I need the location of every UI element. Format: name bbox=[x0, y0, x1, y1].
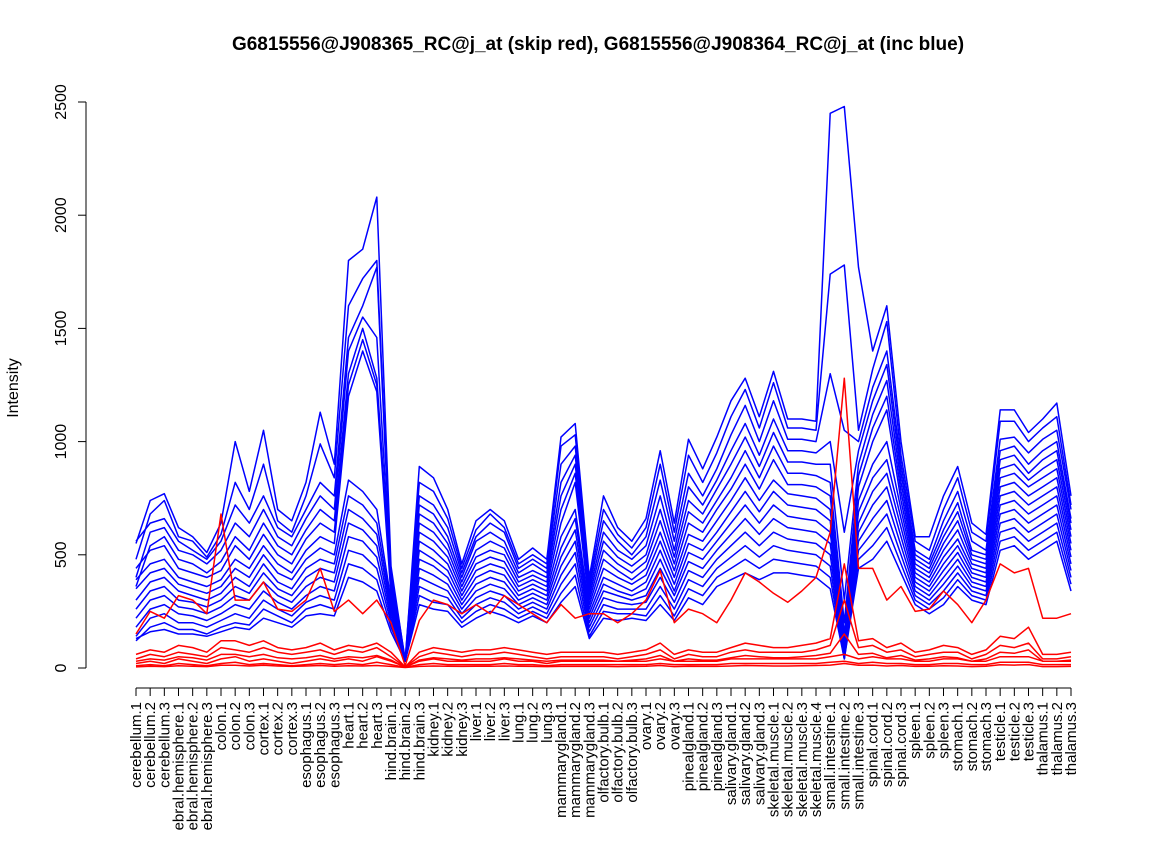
x-tick-label: skeletal.muscle.1 bbox=[766, 702, 783, 817]
x-tick-label: spinal.cord.2 bbox=[879, 702, 896, 787]
x-tick-label: stomach.1 bbox=[950, 702, 967, 771]
x-tick-label: lung.3 bbox=[539, 702, 556, 743]
x-tick-label: stomach.2 bbox=[964, 702, 981, 771]
x-tick-label: cortex.1 bbox=[256, 702, 273, 755]
x-tick-label: hind.brain.2 bbox=[397, 702, 414, 780]
x-tick-label: heart.1 bbox=[341, 702, 358, 749]
x-tick-label: ovary.1 bbox=[638, 702, 655, 750]
series-line-skip-20 bbox=[135, 633, 1072, 669]
series-line-skip-18 bbox=[135, 599, 1072, 668]
x-tick-label: cerebellum.2 bbox=[142, 702, 159, 788]
x-tick-label: mammarygland.3 bbox=[581, 702, 598, 818]
x-tick-label: kidney.3 bbox=[454, 702, 471, 757]
x-tick-label: olfactory.bulb.2 bbox=[610, 702, 627, 803]
series-line-inc-7 bbox=[135, 440, 1072, 662]
series-line-inc-4 bbox=[135, 327, 1072, 662]
x-tick-label: ebral.hemisphere.2 bbox=[185, 702, 202, 830]
x-tick-label: ovary.2 bbox=[652, 702, 669, 750]
x-tick-label: mammarygland.1 bbox=[553, 702, 570, 818]
x-tick-label: pinealgland.2 bbox=[695, 702, 712, 791]
series-line-inc-2 bbox=[135, 266, 1072, 662]
x-tick-label: thalamus.3 bbox=[1063, 702, 1080, 775]
series-line-inc-1 bbox=[135, 259, 1072, 660]
series-line-inc-13 bbox=[135, 526, 1072, 662]
x-tick-label: skeletal.muscle.4 bbox=[808, 702, 825, 817]
x-tick-label: skeletal.muscle.2 bbox=[780, 702, 797, 817]
series-line-inc-8 bbox=[135, 458, 1072, 662]
y-axis-label: Intensity bbox=[5, 358, 22, 418]
x-tick-label: pinealgland.3 bbox=[709, 702, 726, 791]
x-tick-label: testicle.3 bbox=[1021, 702, 1038, 761]
x-tick-label: cerebellum.1 bbox=[128, 702, 145, 788]
y-tick-label: 2000 bbox=[53, 197, 70, 233]
x-tick-label: olfactory.bulb.1 bbox=[596, 702, 613, 803]
x-tick-label: liver.1 bbox=[468, 702, 485, 741]
x-tick-label: lung.1 bbox=[511, 702, 528, 743]
x-tick-label: spleen.2 bbox=[921, 702, 938, 759]
x-tick-label: cortex.3 bbox=[284, 702, 301, 755]
x-tick-label: liver.2 bbox=[482, 702, 499, 741]
series-layer bbox=[135, 105, 1072, 669]
x-tick-label: heart.2 bbox=[355, 702, 372, 749]
x-tick-label: ovary.3 bbox=[666, 702, 683, 750]
x-tick-label: colon.3 bbox=[241, 702, 258, 750]
y-tick-label: 500 bbox=[53, 541, 70, 568]
x-tick-label: small.intestine.2 bbox=[836, 702, 853, 810]
x-tick-label: thalamus.2 bbox=[1049, 702, 1066, 775]
series-line-skip-17 bbox=[135, 563, 1072, 668]
series-line-skip-15 bbox=[135, 377, 1072, 667]
x-tick-label: cortex.2 bbox=[270, 702, 287, 755]
series-line-inc-12 bbox=[135, 513, 1072, 662]
x-tick-label: colon.1 bbox=[213, 702, 230, 750]
y-tick-label: 1500 bbox=[53, 311, 70, 347]
series-line-skip-21 bbox=[135, 662, 1072, 669]
y-tick-label: 0 bbox=[53, 663, 70, 672]
x-tick-label: pinealgland.1 bbox=[681, 702, 698, 791]
x-tick-label: mammarygland.2 bbox=[567, 702, 584, 818]
series-line-inc-9 bbox=[135, 472, 1072, 662]
chart-title: G6815556@J908365_RC@j_at (skip red), G68… bbox=[232, 34, 964, 55]
x-tick-label: testicle.1 bbox=[992, 702, 1009, 761]
x-tick-label: liver.3 bbox=[496, 702, 513, 741]
x-tick-label: small.intestine.1 bbox=[822, 702, 839, 810]
y-axis: 0 500 1000 1500 2000 2500 bbox=[53, 84, 87, 672]
x-tick-label: olfactory.bulb.3 bbox=[624, 702, 641, 803]
series-line-inc-6 bbox=[135, 350, 1072, 662]
x-tick-label: thalamus.1 bbox=[1035, 702, 1052, 775]
x-tick-label: hind.brain.1 bbox=[383, 702, 400, 780]
x-tick-label: small.intestine.3 bbox=[851, 702, 868, 810]
x-tick-label: stomach.3 bbox=[978, 702, 995, 771]
y-tick-label: 2500 bbox=[53, 84, 70, 120]
series-line-inc-10 bbox=[135, 486, 1072, 662]
x-tick-label: spinal.cord.1 bbox=[865, 702, 882, 787]
series-line-inc-5 bbox=[135, 338, 1072, 662]
x-tick-label: esophagus.1 bbox=[298, 702, 315, 788]
series-line-inc-3 bbox=[135, 316, 1072, 662]
x-tick-label: esophagus.2 bbox=[312, 702, 329, 788]
x-tick-label: ebral.hemisphere.1 bbox=[171, 702, 188, 830]
x-tick-label: spleen.3 bbox=[936, 702, 953, 759]
x-tick-label: skeletal.muscle.3 bbox=[794, 702, 811, 817]
x-axis: cerebellum.1cerebellum.2cerebellum.3ebra… bbox=[128, 687, 1080, 830]
x-tick-label: esophagus.3 bbox=[326, 702, 343, 788]
x-tick-label: testicle.2 bbox=[1006, 702, 1023, 761]
x-tick-label: kidney.1 bbox=[426, 702, 443, 757]
x-tick-label: spinal.cord.3 bbox=[893, 702, 910, 787]
x-tick-label: cerebellum.3 bbox=[156, 702, 173, 788]
x-tick-label: salivary.gland.1 bbox=[723, 702, 740, 805]
y-tick-label: 1000 bbox=[53, 424, 70, 460]
series-line-inc-11 bbox=[135, 499, 1072, 662]
x-tick-label: colon.2 bbox=[227, 702, 244, 750]
x-tick-label: lung.2 bbox=[525, 702, 542, 743]
x-tick-label: spleen.1 bbox=[907, 702, 924, 759]
x-tick-label: ebral.hemisphere.3 bbox=[199, 702, 216, 830]
x-tick-label: salivary.gland.3 bbox=[751, 702, 768, 805]
x-tick-label: hind.brain.3 bbox=[411, 702, 428, 780]
x-tick-label: salivary.gland.2 bbox=[737, 702, 754, 805]
series-line-skip-16 bbox=[135, 653, 1071, 668]
x-tick-label: heart.3 bbox=[369, 702, 386, 749]
series-line-inc-14 bbox=[135, 540, 1072, 662]
x-tick-label: kidney.2 bbox=[440, 702, 457, 757]
